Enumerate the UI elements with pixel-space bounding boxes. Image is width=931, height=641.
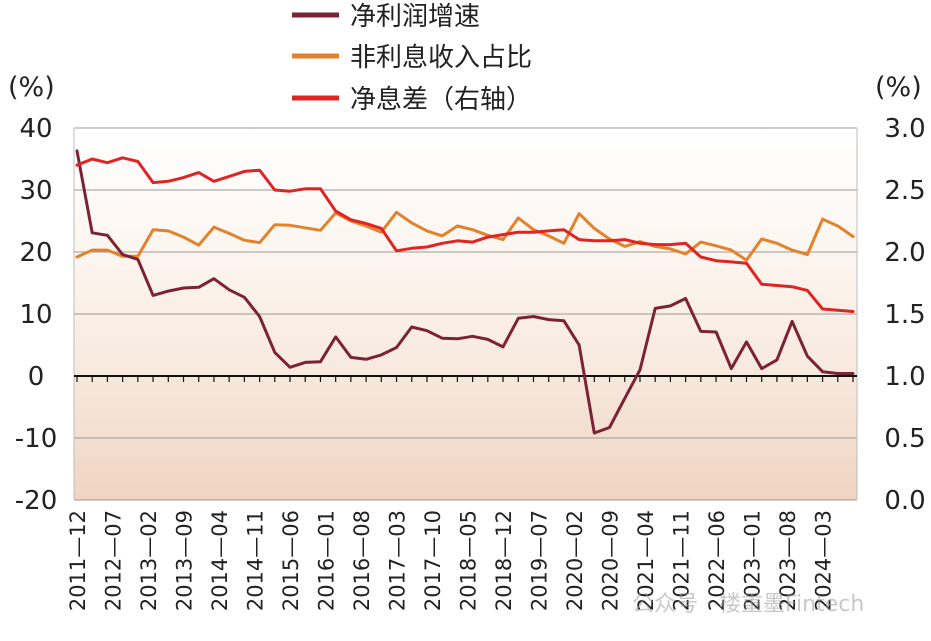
x-tick-label: 2013—09: [173, 510, 197, 611]
legend-label-net-profit: 净利润增速: [350, 2, 480, 32]
left-tick-label: 10: [19, 300, 52, 330]
legend-label-nim: 净息差（右轴）: [350, 85, 532, 115]
right-tick-label: 2.5: [884, 176, 925, 206]
left-tick-label: 20: [19, 238, 52, 268]
x-tick-label: 2020—09: [599, 510, 623, 611]
x-tick-label: 2012—07: [102, 510, 126, 611]
left-tick-label: -10: [15, 424, 57, 454]
x-tick-label: 2020—02: [563, 510, 587, 611]
x-tick-label: 2017—10: [421, 510, 445, 611]
right-unit-label: (%): [875, 72, 922, 103]
x-tick-label: 2023—08: [776, 510, 800, 611]
x-tick-label: 2024—03: [812, 510, 836, 611]
right-axis-ticks: 3.0 2.5 2.0 1.5 1.0 0.5 0.0: [884, 114, 925, 516]
left-tick-label: 0: [28, 362, 45, 392]
x-tick-label: 2016—01: [315, 510, 339, 611]
legend-label-non-interest: 非利息收入占比: [350, 43, 532, 73]
gridlines: [73, 127, 858, 501]
x-tick-label: 2018—05: [457, 510, 481, 611]
series-line-2: [75, 156, 855, 313]
watermark: 公众号 · 楼重墨Fintech: [632, 592, 864, 617]
x-tick-label: 2014—11: [244, 510, 268, 611]
x-tick-label: 2021—11: [670, 510, 694, 611]
right-tick-label: 1.5: [884, 300, 925, 330]
x-tick-label: 2016—08: [350, 510, 374, 611]
series-line-0: [75, 149, 855, 435]
x-tick-label: 2021—04: [634, 510, 658, 611]
x-tick-label: 2015—06: [279, 510, 303, 611]
x-tick-label: 2023—01: [741, 510, 765, 611]
x-axis-ticks: 2011—12 2012—07 2013—02 2013—09 2014—04 2014—…: [66, 510, 836, 611]
left-unit-label: (%): [8, 72, 55, 103]
x-tick-label: 2019—07: [528, 510, 552, 611]
legend: 净利润增速 非利息收入占比 净息差（右轴）: [292, 2, 532, 115]
series-line-1: [75, 210, 855, 262]
x-tick-label: 2022—06: [705, 510, 729, 611]
x-tick-label: 2018—12: [492, 510, 516, 611]
right-tick-label: 3.0: [884, 114, 925, 144]
x-tick-label: 2017—03: [386, 510, 410, 611]
right-tick-label: 1.0: [884, 362, 925, 392]
left-tick-label: -20: [15, 486, 57, 516]
left-axis-ticks: 40 30 20 10 0 -10 -20: [15, 114, 57, 516]
right-tick-label: 0.5: [884, 424, 925, 454]
right-tick-label: 0.0: [884, 486, 925, 516]
left-tick-label: 40: [19, 114, 52, 144]
x-tick-label: 2013—02: [137, 510, 161, 611]
zero-axis: [74, 375, 857, 382]
right-tick-label: 2.0: [884, 238, 925, 268]
left-tick-label: 30: [19, 176, 52, 206]
x-tick-label: 2014—04: [208, 510, 232, 611]
x-tick-label: 2011—12: [66, 510, 90, 611]
series-lines: [75, 149, 855, 435]
